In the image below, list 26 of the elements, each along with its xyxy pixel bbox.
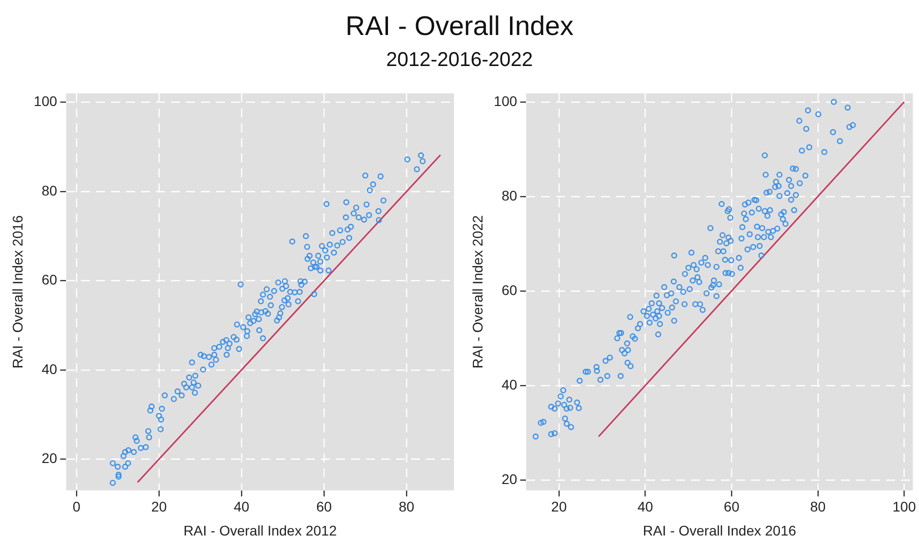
y-axis-title: RAI - Overall Index 2022 — [469, 215, 486, 369]
y-tick-label: 20 — [502, 470, 518, 487]
y-tick-label: 100 — [34, 93, 58, 110]
chart-subtitle: 2012-2016-2022 — [385, 48, 534, 72]
y-tick-label: 100 — [494, 92, 518, 109]
x-tick-label: 40 — [234, 498, 250, 515]
chart-title: RAI - Overall Index — [344, 10, 575, 42]
y-tick-label: 80 — [42, 182, 58, 198]
x-tick-label: 60 — [724, 498, 740, 515]
x-tick-label: 80 — [810, 498, 826, 515]
y-tick-label: 60 — [42, 272, 58, 288]
x-axis-title: RAI - Overall Index 2012 — [183, 522, 337, 538]
x-axis-title: RAI - Overall Index 2016 — [642, 522, 796, 538]
x-tick-label: 0 — [72, 498, 81, 515]
y-tick-label: 80 — [502, 187, 518, 204]
x-tick-label: 20 — [151, 498, 167, 515]
y-tick-label: 40 — [502, 376, 518, 392]
x-tick-label: 40 — [637, 498, 654, 515]
x-tick-label: 80 — [398, 498, 415, 515]
y-tick-label: 20 — [42, 450, 58, 466]
y-tick-label: 60 — [502, 282, 518, 298]
x-tick-label: 100 — [892, 498, 916, 515]
y-tick-label: 40 — [42, 360, 58, 377]
x-tick-label: 60 — [316, 498, 332, 515]
y-axis-title: RAI - Overall Index 2016 — [9, 215, 26, 369]
x-tick-label: 20 — [551, 498, 567, 515]
